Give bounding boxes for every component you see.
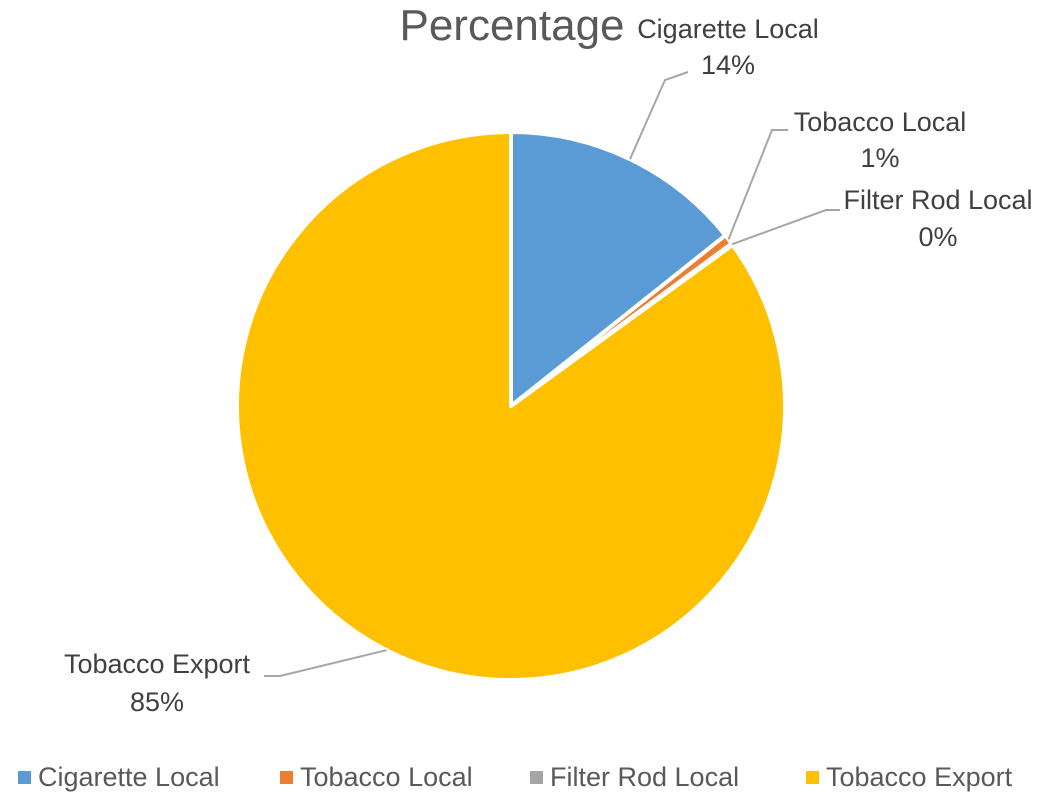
legend: Cigarette Local Tobacco Local Filter Rod L…	[18, 762, 1013, 792]
legend-item-cigarette-local: Cigarette Local	[18, 762, 220, 792]
data-label-category-tobacco-local: Tobacco Local	[794, 107, 967, 137]
legend-label-tobacco-export: Tobacco Export	[826, 762, 1013, 792]
legend-item-filter-rod-local: Filter Rod Local	[530, 762, 739, 792]
chart-title: Percentage	[399, 1, 624, 50]
data-label-category-filter-rod-local: Filter Rod Local	[843, 185, 1032, 215]
leader-lines	[264, 71, 840, 677]
legend-label-tobacco-local: Tobacco Local	[300, 762, 473, 792]
data-label-category-tobacco-export: Tobacco Export	[64, 649, 251, 679]
leader-line-tobacco-export	[264, 649, 387, 677]
leader-line-tobacco-local	[727, 129, 788, 240]
legend-item-tobacco-export: Tobacco Export	[806, 762, 1013, 792]
data-label-category-cigarette-local: Cigarette Local	[637, 14, 819, 44]
slice-tobacco-export	[235, 130, 787, 682]
legend-swatch-tobacco-local	[280, 771, 293, 784]
leader-line-cigarette-local	[629, 71, 689, 160]
data-label-value-cigarette-local: 14%	[701, 50, 755, 80]
legend-label-filter-rod-local: Filter Rod Local	[550, 762, 739, 792]
leader-line-filter-rod-local	[731, 209, 840, 246]
data-labels: Cigarette Local 14% Tobacco Local 1% Filter …	[64, 14, 1033, 717]
pie-slices	[235, 130, 787, 682]
data-label-value-filter-rod-local: 0%	[918, 222, 957, 252]
legend-swatch-filter-rod-local	[530, 771, 543, 784]
data-label-value-tobacco-export: 85%	[130, 687, 184, 717]
legend-swatch-cigarette-local	[18, 771, 31, 784]
legend-label-cigarette-local: Cigarette Local	[38, 762, 220, 792]
data-label-value-tobacco-local: 1%	[860, 143, 899, 173]
legend-item-tobacco-local: Tobacco Local	[280, 762, 473, 792]
legend-swatch-tobacco-export	[806, 771, 819, 784]
